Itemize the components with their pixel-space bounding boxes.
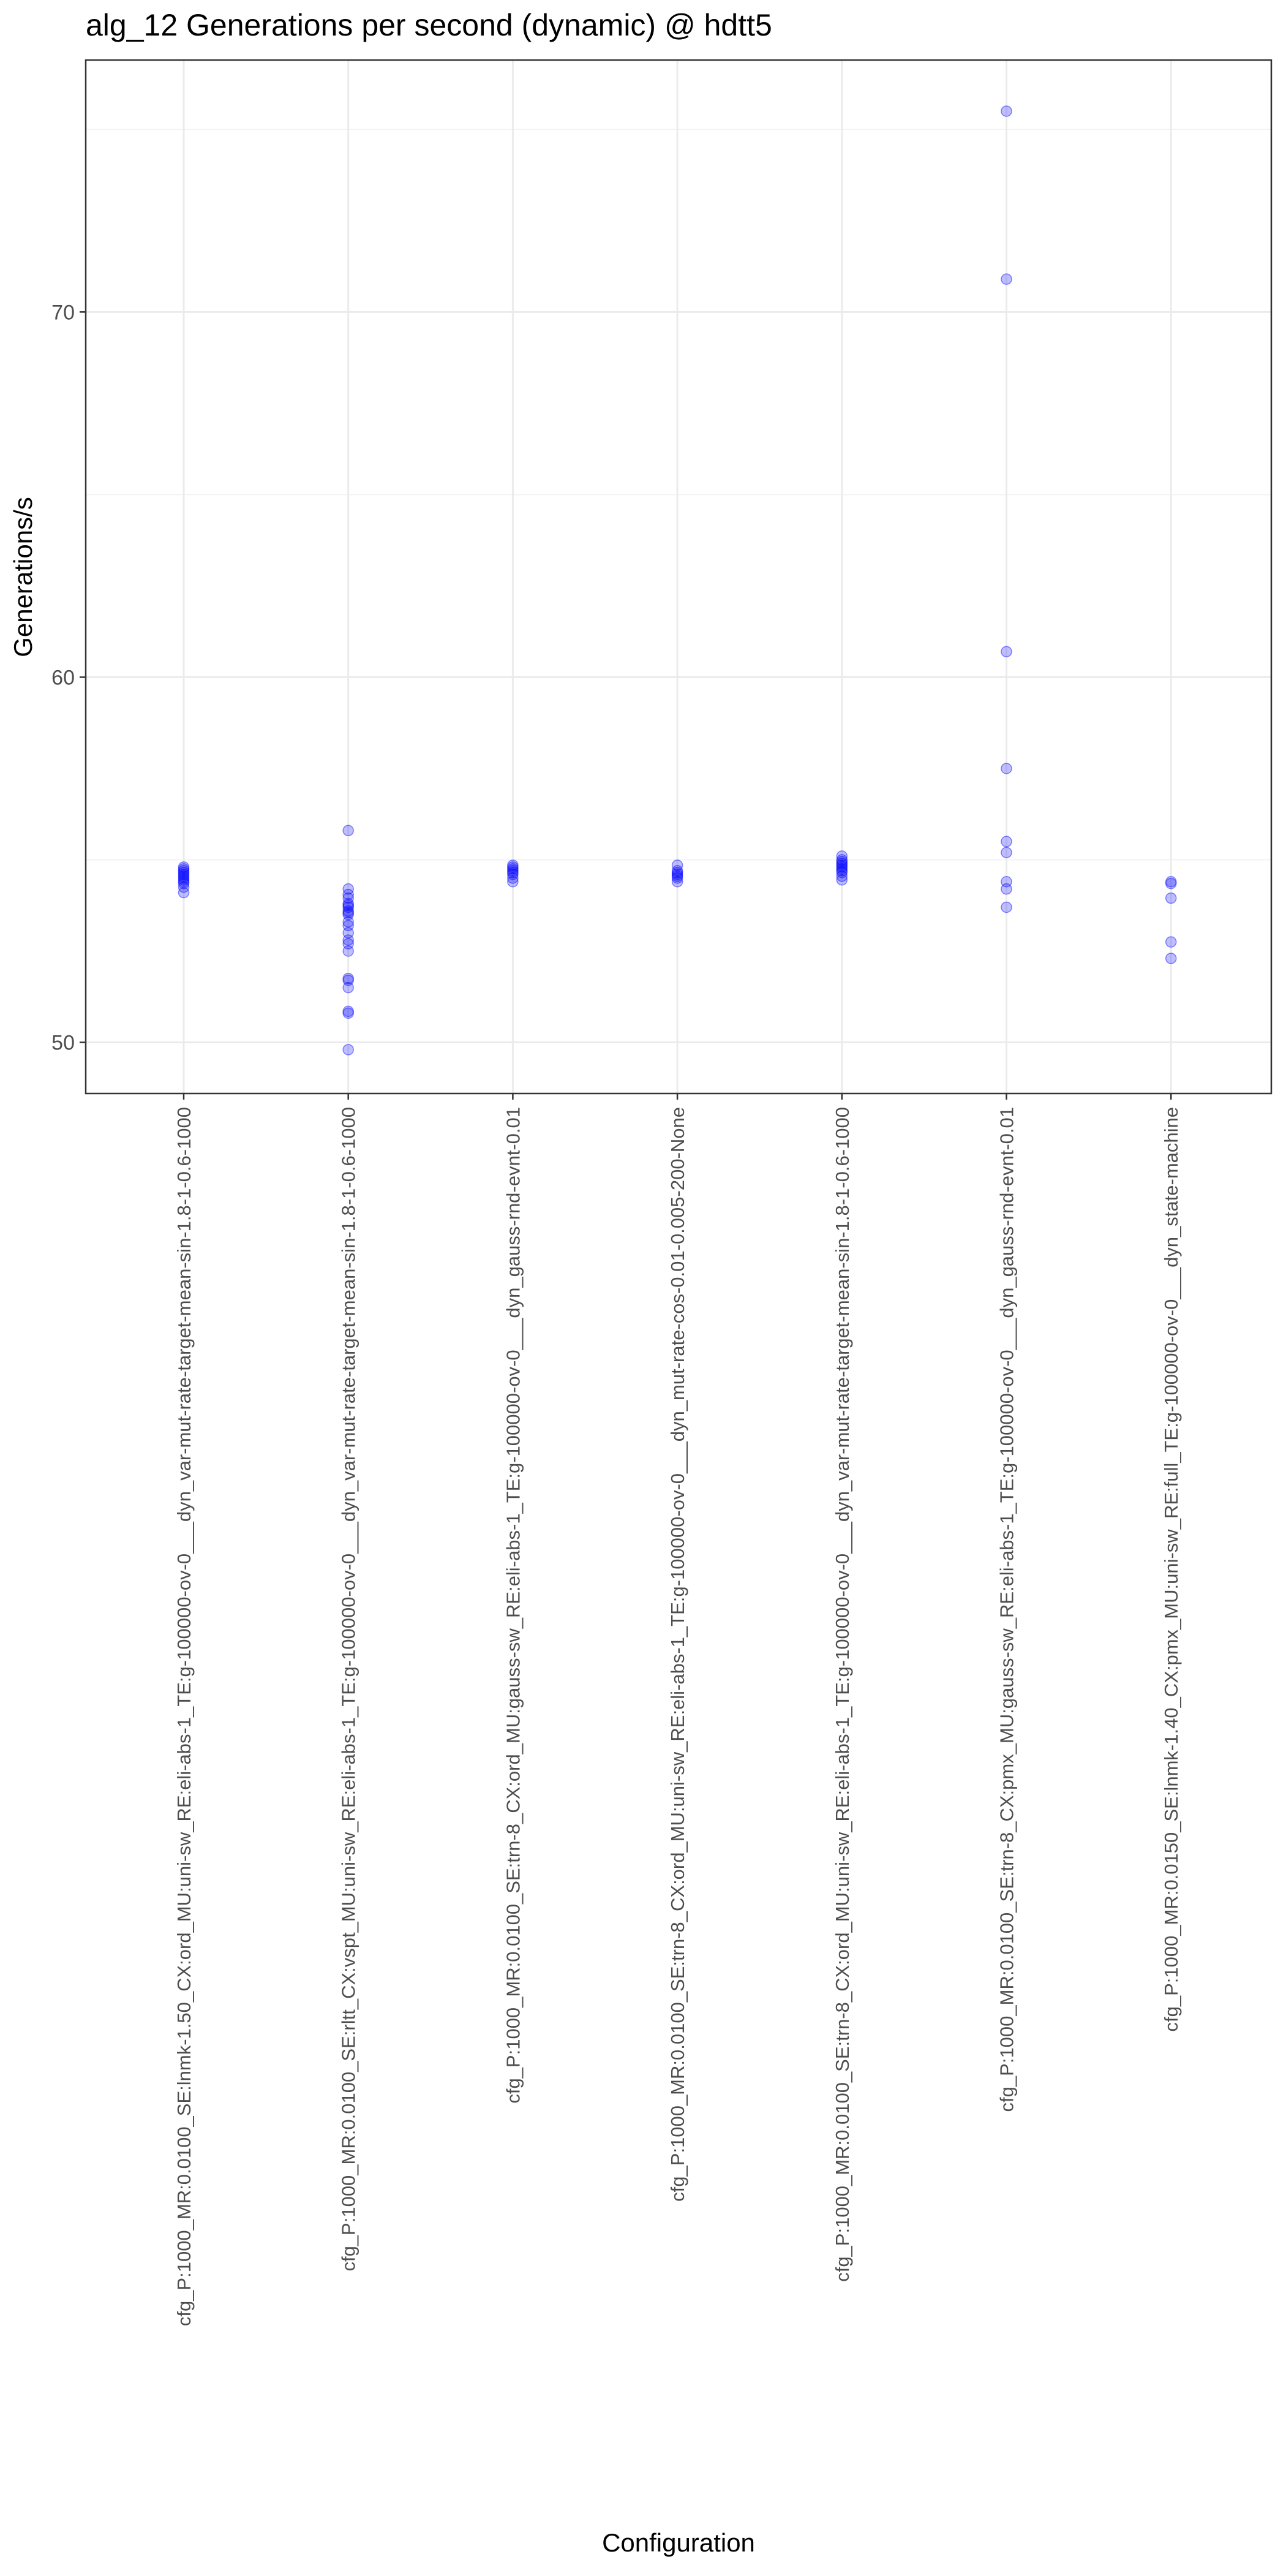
data-point [342, 927, 354, 939]
data-point [507, 876, 519, 888]
y-tick-label: 60 [51, 666, 75, 689]
data-point [671, 865, 683, 877]
data-point [671, 871, 683, 882]
data-point [178, 886, 190, 899]
data-point [342, 920, 354, 932]
data-point [1001, 273, 1012, 285]
data-point [1001, 763, 1012, 774]
data-point [1001, 646, 1012, 657]
x-tick-label: cfg_P:1000_MR:0.0100_SE:lnmk-1.50_CX:ord… [173, 1107, 195, 2326]
data-point [671, 872, 683, 884]
x-tick-label: cfg_P:1000_MR:0.0150_SE:lnmk-1.40_CX:pmx… [1160, 1107, 1182, 2031]
x-tick-label: cfg_P:1000_MR:0.0100_SE:trn-8_CX:ord_MU:… [502, 1107, 524, 2104]
plot-panel [85, 59, 1273, 1095]
data-point [1001, 847, 1012, 858]
chart-title: alg_12 Generations per second (dynamic) … [86, 8, 772, 42]
data-point [836, 871, 848, 882]
data-point [342, 899, 354, 912]
data-point [1001, 883, 1012, 895]
data-point [342, 897, 354, 910]
data-point [836, 858, 848, 869]
y-tick-label: 50 [51, 1032, 75, 1055]
data-point [342, 901, 354, 913]
data-point [836, 850, 848, 862]
data-point [507, 867, 519, 878]
data-point [836, 863, 848, 875]
y-tick-label: 70 [51, 301, 75, 324]
data-point [178, 881, 190, 893]
data-point [342, 916, 354, 928]
data-point [507, 872, 519, 884]
x-tick-label: cfg_P:1000_MR:0.0100_SE:trn-8_CX:ord_MU:… [667, 1107, 688, 2202]
data-point [342, 1005, 354, 1018]
x-tick-label: cfg_P:1000_MR:0.0100_SE:trn-8_CX:ord_MU:… [832, 1107, 853, 2282]
x-axis: cfg_P:1000_MR:0.0100_SE:lnmk-1.50_CX:ord… [173, 1093, 1182, 2326]
data-point [1001, 105, 1012, 117]
data-point [178, 874, 190, 886]
data-point [178, 861, 190, 873]
data-point [1165, 876, 1177, 888]
x-axis-title: Configuration [602, 2528, 755, 2557]
x-tick-label: cfg_P:1000_MR:0.0100_SE:rltt_CX:vspt_MU:… [338, 1107, 359, 2272]
data-point [178, 869, 190, 880]
data-point [836, 854, 848, 866]
data-point [671, 867, 683, 878]
data-point [342, 1007, 354, 1019]
data-point [342, 934, 354, 946]
data-point [671, 876, 683, 888]
data-point [1001, 901, 1012, 913]
data-point [342, 938, 354, 950]
data-point [1001, 876, 1012, 888]
data-point [671, 869, 683, 880]
data-point [342, 825, 354, 837]
data-point [342, 905, 354, 917]
data-point [836, 861, 848, 873]
y-axis-title: Generations/s [9, 497, 37, 657]
data-point [507, 859, 519, 871]
data-point [342, 974, 354, 986]
data-point [671, 859, 683, 871]
data-point [178, 865, 190, 877]
data-point [342, 908, 354, 921]
data-point [1165, 877, 1177, 890]
data-point [178, 867, 190, 878]
data-point [836, 867, 848, 878]
data-point [507, 865, 519, 877]
data-point [178, 877, 190, 890]
data-point [178, 871, 190, 882]
data-point [342, 883, 354, 895]
data-point [342, 972, 354, 984]
data-point [342, 907, 354, 919]
data-point [836, 874, 848, 886]
y-axis: 50 60 70 [51, 301, 86, 1055]
data-point [342, 892, 354, 904]
data-point [342, 981, 354, 994]
data-point [342, 945, 354, 957]
data-point [507, 863, 519, 875]
data-point [836, 856, 848, 867]
data-point [178, 876, 190, 888]
data-point [342, 1044, 354, 1056]
data-points [178, 105, 1177, 1056]
data-point [836, 859, 848, 871]
data-point [1165, 892, 1177, 904]
data-point [507, 869, 519, 880]
x-tick-label: cfg_P:1000_MR:0.0100_SE:trn-8_CX:pmx_MU:… [996, 1107, 1018, 2112]
data-point [1001, 836, 1012, 847]
data-point [178, 863, 190, 875]
grid [86, 60, 1271, 1093]
data-point [178, 872, 190, 884]
data-point [836, 865, 848, 877]
data-point [507, 861, 519, 873]
data-point [1165, 936, 1177, 948]
data-point [342, 888, 354, 901]
data-point [1165, 953, 1177, 964]
